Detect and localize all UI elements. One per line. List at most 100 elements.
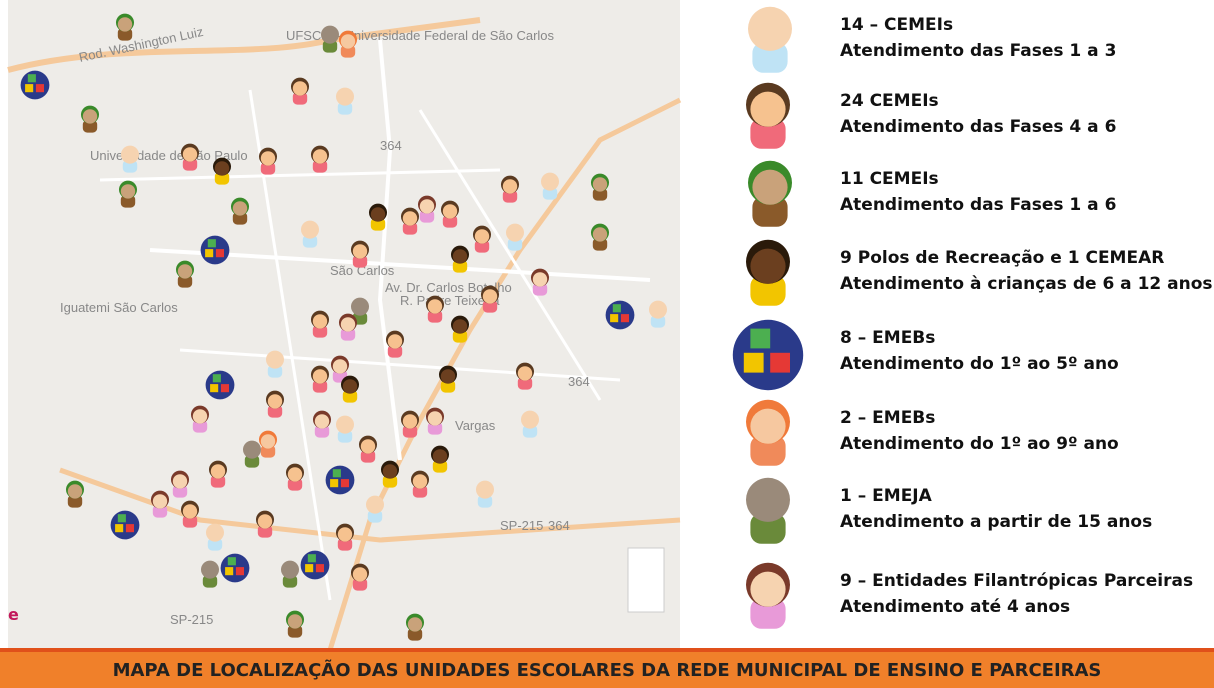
legend-title: 14 – CEMEIs: [840, 15, 953, 35]
page-canvas: Rod. Washington Luiz UFSCar - Universida…: [0, 0, 1214, 688]
icon-head: [178, 264, 192, 278]
block: [610, 314, 618, 322]
icon-head: [283, 564, 297, 578]
block: [36, 84, 44, 92]
banner-stripe: [0, 648, 1214, 652]
block: [228, 557, 236, 565]
block: [28, 74, 36, 82]
brand-e: e: [8, 605, 19, 624]
icon-head: [518, 366, 532, 380]
legend-subtitle: Atendimento das Fases 1 a 6: [840, 195, 1116, 215]
icon-head: [123, 149, 137, 163]
icon-head: [403, 414, 417, 428]
icon-head: [441, 369, 455, 383]
icon-head: [338, 91, 352, 105]
icon-head: [428, 411, 442, 425]
icon-head: [203, 564, 217, 578]
icon-head: [453, 249, 467, 263]
icon-head: [533, 272, 547, 286]
icon-head: [173, 474, 187, 488]
block: [25, 84, 33, 92]
block: [744, 353, 764, 373]
icon-head: [651, 304, 665, 318]
block: [216, 249, 224, 257]
icon-head: [245, 444, 259, 458]
icon-head: [193, 409, 207, 423]
block: [115, 524, 123, 532]
icon-head: [268, 354, 282, 368]
icon-head: [233, 201, 247, 215]
icon-head: [118, 17, 132, 31]
icon-head: [368, 499, 382, 513]
icon-head: [593, 177, 607, 191]
icon-head: [428, 299, 442, 313]
icon-head: [268, 394, 282, 408]
icon-head: [388, 334, 402, 348]
icon-head: [383, 464, 397, 478]
legend-title: 2 – EMEBs: [840, 408, 935, 428]
legend-subtitle: Atendimento do 1º ao 9º ano: [840, 434, 1119, 454]
icon-head: [361, 439, 375, 453]
icon-head: [258, 514, 272, 528]
icon-head: [750, 249, 785, 284]
icon-head: [523, 414, 537, 428]
map-label: Vargas: [455, 418, 496, 433]
legend-subtitle: Atendimento até 4 anos: [840, 597, 1070, 617]
icon-head: [443, 204, 457, 218]
icon-head: [353, 244, 367, 258]
icon-head: [315, 414, 329, 428]
block: [126, 524, 134, 532]
icon-head: [503, 179, 517, 193]
block: [621, 314, 629, 322]
legend-subtitle: Atendimento do 1º ao 5º ano: [840, 354, 1119, 374]
block: [205, 249, 213, 257]
icon-head: [752, 16, 787, 51]
icon-head: [750, 409, 785, 444]
icon-head: [153, 494, 167, 508]
icon-head: [313, 369, 327, 383]
zoom-controls[interactable]: [628, 548, 664, 612]
block: [330, 479, 338, 487]
icon-head: [403, 211, 417, 225]
icon-head: [752, 170, 787, 205]
block: [210, 384, 218, 392]
icon-head: [303, 224, 317, 238]
icon-head: [483, 289, 497, 303]
icon-head: [508, 227, 522, 241]
icon-head: [293, 81, 307, 95]
block: [305, 564, 313, 572]
route-label: SP-215: [500, 518, 543, 533]
icon-head: [211, 464, 225, 478]
icon-head: [475, 229, 489, 243]
icon-head: [343, 379, 357, 393]
icon-head: [261, 434, 275, 448]
banner-title: MAPA DE LOCALIZAÇÃO DAS UNIDADES ESCOLAR…: [113, 658, 1102, 681]
block: [213, 374, 221, 382]
legend: 14 – CEMEIsAtendimento das Fases 1 a 324…: [733, 7, 1213, 629]
icon-head: [453, 319, 467, 333]
icon-head: [371, 207, 385, 221]
route-label: 364: [548, 518, 570, 533]
icon-head: [353, 301, 367, 315]
legend-title: 9 Polos de Recreação e 1 CEMEAR: [840, 248, 1164, 268]
block: [316, 564, 324, 572]
block: [308, 554, 316, 562]
icon-head: [338, 419, 352, 433]
icon-head: [313, 314, 327, 328]
route-label: 364: [380, 138, 402, 153]
icon-head: [353, 567, 367, 581]
block: [770, 353, 790, 373]
icon-head: [420, 199, 434, 213]
legend-subtitle: Atendimento das Fases 1 a 3: [840, 41, 1116, 61]
icon-head: [333, 359, 347, 373]
page: Rod. Washington Luiz UFSCar - Universida…: [0, 0, 1214, 688]
icon-head: [208, 527, 222, 541]
block: [333, 469, 341, 477]
icon-head: [750, 572, 785, 607]
legend-title: 8 – EMEBs: [840, 328, 935, 348]
block: [225, 567, 233, 575]
map-label: Iguatemi São Carlos: [60, 300, 178, 315]
legend-subtitle: Atendimento das Fases 4 a 6: [840, 117, 1116, 137]
icon-head: [413, 474, 427, 488]
icon-head: [83, 109, 97, 123]
